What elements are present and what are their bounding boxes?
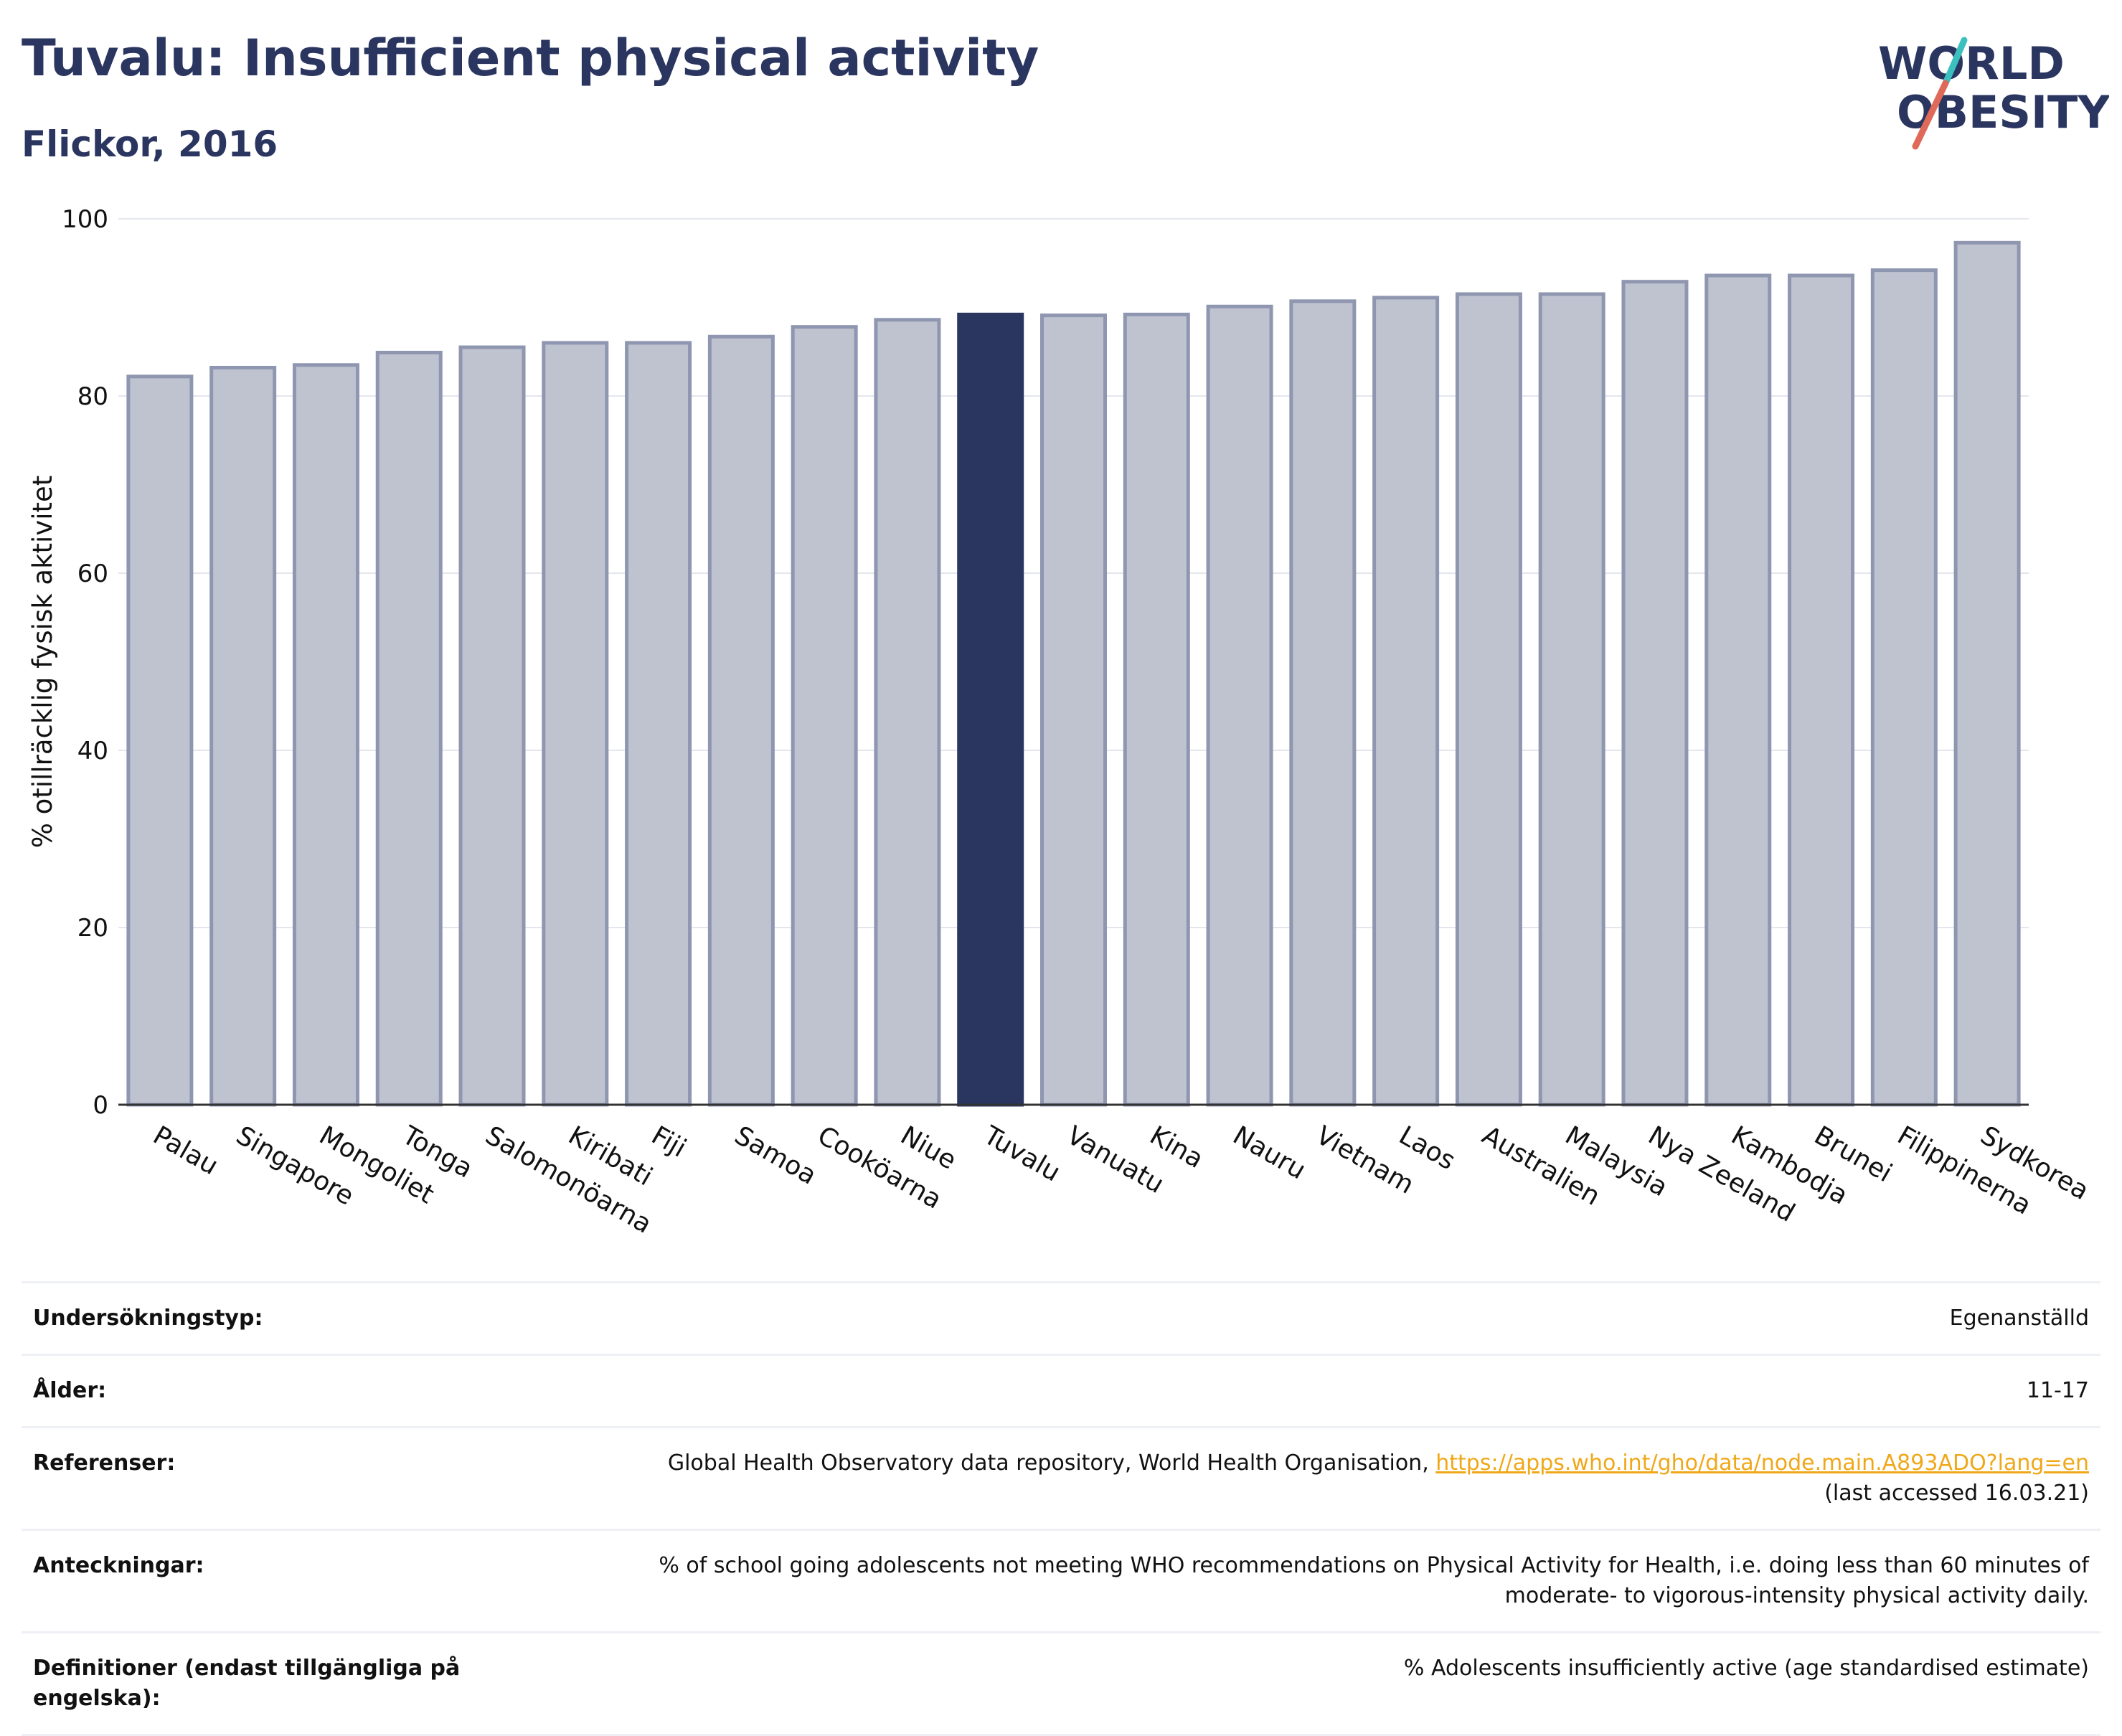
- bar-kina: [1123, 312, 1190, 1107]
- y-tick-label: 80: [77, 382, 108, 411]
- info-label: Referenser:: [33, 1450, 176, 1476]
- bar-salomonöarna: [458, 345, 526, 1107]
- logo-slash-red: [1912, 80, 1949, 150]
- notes-line-2: moderate- to vigorous-intensity physical…: [1504, 1583, 2089, 1608]
- bar-singapore: [209, 365, 277, 1107]
- bar-vietnam: [1289, 299, 1357, 1107]
- info-value: Egenanställd: [1949, 1306, 2089, 1331]
- bar-vanuatu: [1040, 313, 1107, 1107]
- info-row-survey-type: Undersökningstyp: Egenanställd: [22, 1281, 2100, 1354]
- logo-word-world: WORLD: [1878, 37, 2065, 90]
- y-tick-label: 100: [62, 205, 108, 234]
- y-tick-label: 60: [77, 560, 108, 588]
- x-tick-label: Fiji: [646, 1121, 691, 1164]
- info-value: Global Health Observatory data repositor…: [492, 1448, 2089, 1509]
- info-row-age: Ålder: 11-17: [22, 1354, 2100, 1426]
- bar-palau: [126, 374, 194, 1107]
- info-row-references: Referenser: Global Health Observatory da…: [22, 1426, 2100, 1529]
- world-obesity-logo: WORLD OBESITY: [1878, 37, 2109, 150]
- info-row-definitions: Definitioner (endast tillgängliga på eng…: [22, 1631, 2100, 1736]
- info-row-notes: Anteckningar: % of school going adolesce…: [22, 1529, 2100, 1631]
- x-tick-label: Tuvalu: [978, 1121, 1065, 1188]
- info-value: % Adolescents insufficiently active (age…: [1403, 1656, 2089, 1681]
- bar-australien: [1455, 292, 1522, 1107]
- bar-filippinerna: [1870, 268, 1938, 1107]
- info-label: Ålder:: [33, 1378, 107, 1403]
- bar-samoa: [707, 334, 775, 1107]
- notes-line-1: % of school going adolescents not meetin…: [659, 1553, 2089, 1578]
- bar-fiji: [625, 341, 692, 1107]
- bar-tonga: [375, 350, 443, 1107]
- x-tick-label: Nauru: [1228, 1121, 1311, 1185]
- logo-slash-teal: [1942, 37, 1968, 87]
- x-tick-label: Samoa: [730, 1121, 821, 1191]
- x-tick-label: Palau: [148, 1121, 223, 1181]
- reference-accessed: (last accessed 16.03.21): [1824, 1481, 2089, 1506]
- chart-title: Tuvalu: Insufficient physical activity: [22, 29, 1039, 88]
- bar-kiribati: [542, 341, 609, 1107]
- y-tick-label: 40: [77, 737, 108, 765]
- bar-malaysia: [1538, 292, 1605, 1107]
- bar-nya-zeeland: [1621, 280, 1689, 1107]
- reference-link[interactable]: https://apps.who.int/gho/data/node.main.…: [1435, 1450, 2089, 1476]
- bars: [126, 240, 2021, 1107]
- bar-nauru: [1206, 304, 1273, 1107]
- y-tick-label: 20: [77, 914, 108, 943]
- info-value: 11-17: [2026, 1378, 2089, 1403]
- bar-tuvalu: [957, 312, 1024, 1107]
- bar-mongoliet: [292, 363, 359, 1107]
- y-tick-labels: 0 20 40 60 80 100: [62, 205, 108, 1120]
- info-label: Anteckningar:: [33, 1553, 204, 1578]
- y-tick-label: 0: [93, 1091, 108, 1120]
- info-table: Undersökningstyp: Egenanställd Ålder: 11…: [22, 1281, 2100, 1736]
- bar-brunei: [1788, 273, 1855, 1107]
- bar-laos: [1372, 296, 1440, 1107]
- info-value: % of school going adolescents not meetin…: [492, 1551, 2089, 1611]
- bar-niue: [874, 318, 941, 1107]
- info-label: Definitioner (endast tillgängliga på eng…: [33, 1656, 461, 1711]
- chart-subtitle: Flickor, 2016: [22, 123, 278, 165]
- bar-chart: 0 20 40 60 80 100 Palau SingaporeMongolietTong…: [27, 205, 2094, 1240]
- bar-sydkorea: [1953, 240, 2021, 1107]
- bar-kambodja: [1704, 273, 1772, 1107]
- reference-text: Global Health Observatory data repositor…: [667, 1450, 1436, 1476]
- y-axis-label: % otillräcklig fysisk aktivitet: [27, 476, 58, 849]
- bar-cooköarna: [791, 325, 858, 1107]
- info-label: Undersökningstyp:: [33, 1306, 263, 1331]
